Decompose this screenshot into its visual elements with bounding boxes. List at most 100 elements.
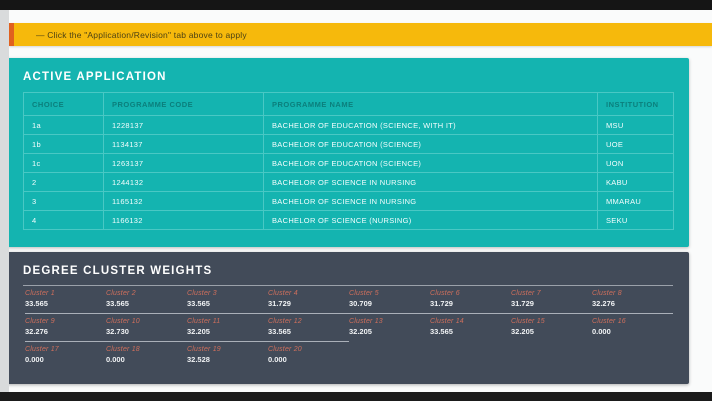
cluster-label: Cluster 16 [592,318,626,325]
cluster-label: Cluster 8 [592,290,622,297]
cluster-weight-cell: Cluster 4 31.729 [268,286,349,313]
cluster-value: 32.205 [187,327,210,336]
cluster-value: 31.729 [268,299,291,308]
code-cell: 1263137 [103,153,264,173]
cluster-weight-cell: Cluster 2 33.565 [106,286,187,313]
active-application-card: ACTIVE APPLICATION CHOICE PROGRAMME CODE… [7,58,689,247]
code-cell: 1166132 [103,210,264,230]
degree-cluster-weights-card: DEGREE CLUSTER WEIGHTS Cluster 1 33.565 Cl… [7,252,689,384]
institution-cell: UON [597,153,674,173]
cluster-weight-cell: Cluster 12 33.565 [268,313,349,341]
cluster-label: Cluster 19 [187,346,221,353]
cluster-weight-cell: Cluster 5 30.709 [349,286,430,313]
cluster-label: Cluster 1 [25,290,55,297]
active-application-title: ACTIVE APPLICATION [23,71,167,83]
cluster-weight-cell: Cluster 20 0.000 [268,341,349,369]
cluster-label: Cluster 2 [106,290,136,297]
cluster-weights-title: DEGREE CLUSTER WEIGHTS [23,265,213,277]
cluster-value: 33.565 [268,327,291,336]
cluster-weight-cell: Cluster 6 31.729 [430,286,511,313]
cluster-value: 33.565 [106,299,129,308]
column-header-choice: CHOICE [23,92,104,116]
cluster-value: 32.205 [349,327,372,336]
cluster-weight-cell: Cluster 3 33.565 [187,286,268,313]
name-cell: BACHELOR OF SCIENCE (NURSING) [263,210,598,230]
name-cell: BACHELOR OF SCIENCE IN NURSING [263,191,598,211]
cluster-weights-grid: Cluster 1 33.565 Cluster 2 33.565 Cluster 3 3… [25,286,675,369]
cluster-value: 0.000 [592,327,611,336]
cluster-value: 31.729 [430,299,453,308]
apply-instruction-banner: — Click the "Application/Revision" tab a… [9,23,712,46]
institution-cell: KABU [597,172,674,192]
column-header-code: PROGRAMME CODE [103,92,264,116]
choice-cell: 2 [23,172,104,192]
choice-cell: 1c [23,153,104,173]
name-cell: BACHELOR OF EDUCATION (SCIENCE) [263,153,598,173]
choice-cell: 1a [23,115,104,135]
banner-text: — Click the "Application/Revision" tab a… [36,29,247,40]
bottom-frame-bar [0,392,712,401]
cluster-label: Cluster 9 [25,318,55,325]
cluster-weight-cell: Cluster 16 0.000 [592,313,673,341]
cluster-weight-cell: Cluster 17 0.000 [25,341,106,369]
cluster-value: 32.528 [187,355,210,364]
table-row: 2 1244132 BACHELOR OF SCIENCE IN NURSING… [23,172,674,192]
cluster-label: Cluster 5 [349,290,379,297]
cluster-weight-cell: Cluster 14 33.565 [430,313,511,341]
institution-cell: MMARAU [597,191,674,211]
cluster-weight-cell: Cluster 18 0.000 [106,341,187,369]
cluster-value: 32.730 [106,327,129,336]
cluster-weight-cell: Cluster 15 32.205 [511,313,592,341]
cluster-weight-cell: Cluster 8 32.276 [592,286,673,313]
cluster-label: Cluster 6 [430,290,460,297]
cluster-label: Cluster 11 [187,318,221,325]
table-header-row: CHOICE PROGRAMME CODE PROGRAMME NAME INS… [23,92,674,116]
cluster-value: 32.205 [511,327,534,336]
name-cell: BACHELOR OF SCIENCE IN NURSING [263,172,598,192]
cluster-value: 31.729 [511,299,534,308]
cluster-label: Cluster 14 [430,318,464,325]
cluster-weight-cell: Cluster 11 32.205 [187,313,268,341]
column-header-name: PROGRAMME NAME [263,92,598,116]
institution-cell: UOE [597,134,674,154]
cluster-weight-cell: Cluster 9 32.276 [25,313,106,341]
institution-cell: SEKU [597,210,674,230]
cluster-value: 0.000 [268,355,287,364]
table-row: 4 1166132 BACHELOR OF SCIENCE (NURSING) … [23,210,674,230]
cluster-value: 33.565 [187,299,210,308]
cluster-label: Cluster 4 [268,290,298,297]
choice-cell: 4 [23,210,104,230]
cluster-label: Cluster 12 [268,318,302,325]
cluster-weight-cell: Cluster 10 32.730 [106,313,187,341]
table-row: 3 1165132 BACHELOR OF SCIENCE IN NURSING… [23,191,674,211]
cluster-value: 33.565 [430,327,453,336]
top-frame-bar [0,0,712,10]
code-cell: 1244132 [103,172,264,192]
cluster-label: Cluster 10 [106,318,140,325]
code-cell: 1228137 [103,115,264,135]
cluster-weight-cell: Cluster 13 32.205 [349,313,430,341]
cluster-weight-cell: Cluster 1 33.565 [25,286,106,313]
choice-cell: 1b [23,134,104,154]
cluster-label: Cluster 13 [349,318,383,325]
cluster-label: Cluster 7 [511,290,541,297]
cluster-weight-cell: Cluster 19 32.528 [187,341,268,369]
active-application-table: CHOICE PROGRAMME CODE PROGRAMME NAME INS… [23,92,674,230]
cluster-value: 32.276 [25,327,48,336]
code-cell: 1165132 [103,191,264,211]
table-row: 1b 1134137 BACHELOR OF EDUCATION (SCIENC… [23,134,674,154]
cluster-label: Cluster 18 [106,346,140,353]
cluster-label: Cluster 15 [511,318,545,325]
cluster-weight-cell: Cluster 7 31.729 [511,286,592,313]
institution-cell: MSU [597,115,674,135]
cluster-value: 33.565 [25,299,48,308]
choice-cell: 3 [23,191,104,211]
table-row: 1a 1228137 BACHELOR OF EDUCATION (SCIENC… [23,115,674,135]
column-header-institution: INSTITUTION [597,92,674,116]
cluster-label: Cluster 17 [25,346,59,353]
name-cell: BACHELOR OF EDUCATION (SCIENCE) [263,134,598,154]
cluster-value: 32.276 [592,299,615,308]
left-margin-strip [0,10,9,392]
cluster-value: 0.000 [25,355,44,364]
name-cell: BACHELOR OF EDUCATION (SCIENCE, WITH IT) [263,115,598,135]
